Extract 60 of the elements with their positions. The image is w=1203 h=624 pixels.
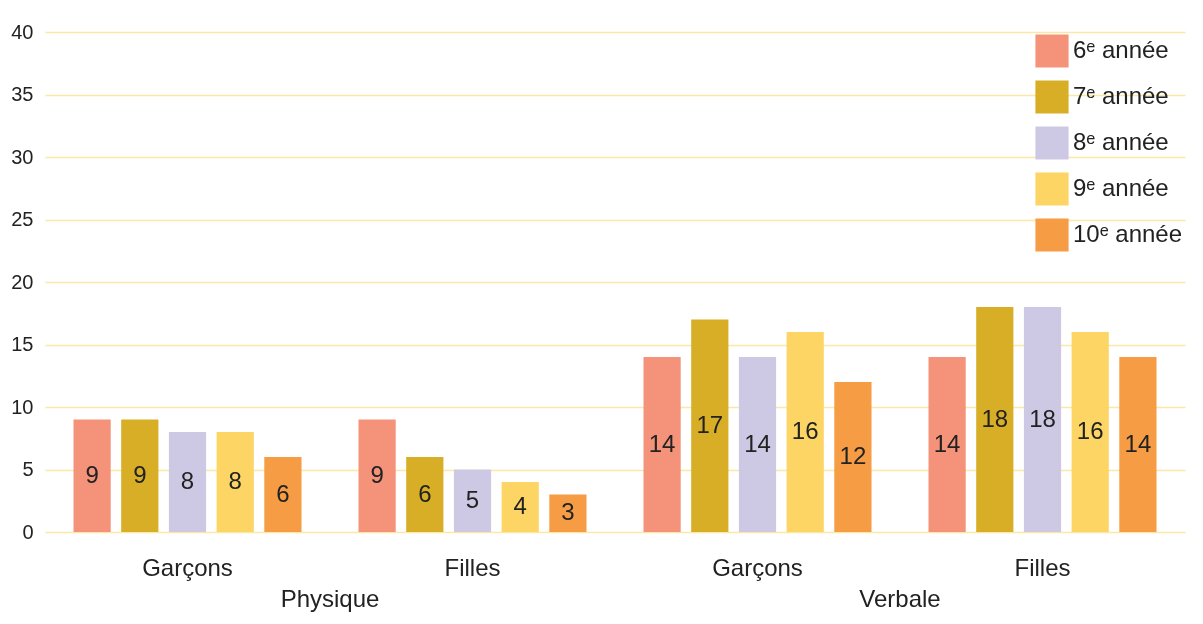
- data-label: 3: [561, 498, 575, 526]
- text: Verbale: [859, 585, 941, 612]
- data-label: 17: [696, 410, 724, 438]
- bar: [216, 432, 254, 532]
- y-tick-label: 35: [11, 83, 34, 105]
- x-tick-label: Garçons: [712, 553, 803, 581]
- bar: [1071, 332, 1109, 532]
- data-label: 4: [513, 492, 527, 519]
- data-label: 12: [839, 442, 867, 469]
- y-tick-label: 40: [11, 20, 34, 43]
- bar: [168, 432, 207, 532]
- data-label: 16: [1076, 417, 1104, 444]
- data-label: 6: [276, 479, 290, 507]
- bar: [1119, 357, 1157, 532]
- bar: [976, 307, 1014, 532]
- legend-label: 6ᵉ année: [1073, 36, 1169, 63]
- y-tick-label: 0: [22, 520, 34, 543]
- bar: [121, 419, 159, 532]
- bar: [549, 494, 587, 532]
- legend-label: 8ᵉ année: [1073, 128, 1169, 155]
- x-tick-label: Filles: [444, 553, 501, 581]
- data-label: 8: [228, 467, 242, 494]
- data-label: 6: [418, 479, 432, 507]
- legend-label: 10ᵉ année: [1073, 220, 1183, 247]
- bar: [928, 357, 966, 532]
- y-tick-label: 30: [11, 145, 34, 168]
- data-label: 9: [133, 460, 147, 488]
- y-tick-label: 10: [11, 395, 34, 418]
- bar: [1023, 307, 1062, 532]
- bar: [834, 382, 872, 532]
- bar: [358, 419, 396, 532]
- bar: [264, 457, 302, 532]
- data-label: 18: [981, 404, 1009, 432]
- data-label: 9: [370, 460, 384, 488]
- data-label: 14: [648, 429, 676, 457]
- bar: [691, 319, 729, 532]
- bar: [738, 357, 777, 532]
- text: Physique: [280, 585, 380, 612]
- bar: [406, 457, 444, 532]
- bar: [786, 332, 824, 532]
- bar: [453, 469, 492, 532]
- data-label: 14: [1124, 429, 1152, 457]
- data-label: 8: [180, 467, 195, 494]
- data-label: 16: [791, 417, 819, 444]
- legend-label: 7ᵉ année: [1073, 82, 1169, 109]
- bar: [73, 419, 111, 532]
- x-tick-label: Filles: [1014, 553, 1071, 581]
- bar: [643, 357, 681, 532]
- data-label: 14: [933, 429, 961, 457]
- y-tick-label: 15: [11, 333, 34, 355]
- bar: [501, 482, 539, 532]
- y-tick-label: 20: [11, 270, 34, 293]
- data-label: 18: [1029, 404, 1056, 432]
- data-label: 9: [85, 460, 99, 488]
- y-tick-label: 5: [22, 458, 34, 480]
- data-label: 5: [465, 485, 480, 513]
- x-tick-label: Garçons: [142, 553, 233, 581]
- data-label: 14: [744, 429, 771, 457]
- y-tick-label: 25: [11, 208, 34, 230]
- legend-label: 9ᵉ année: [1073, 174, 1169, 201]
